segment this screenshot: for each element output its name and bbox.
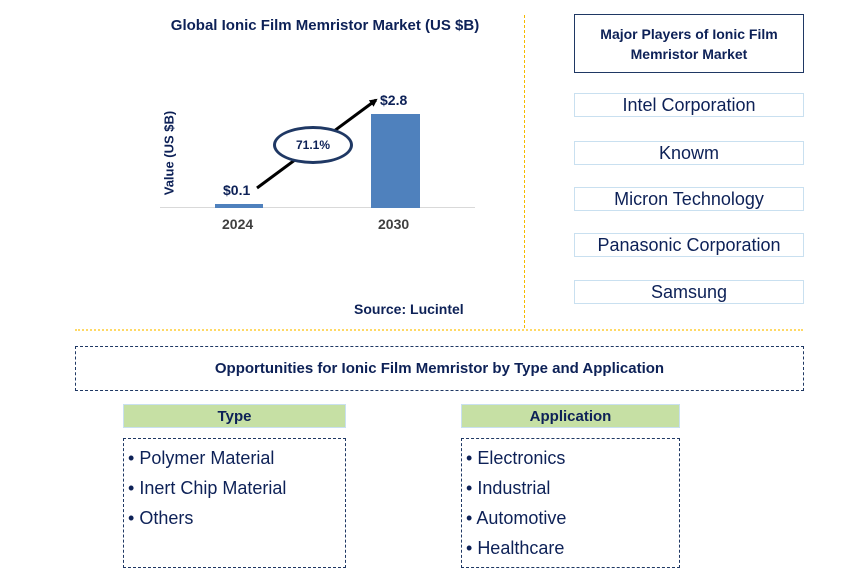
list-item: Healthcare xyxy=(466,533,679,563)
type-list: Polymer Material Inert Chip Material Oth… xyxy=(123,438,346,568)
chart-title: Global Ionic Film Memristor Market (US $… xyxy=(170,17,480,34)
type-heading: Type xyxy=(123,404,346,428)
y-axis-label-text: Value (US $B) xyxy=(161,110,177,195)
data-label-2024: $0.1 xyxy=(223,182,251,198)
cagr-badge: 71.1% xyxy=(273,126,353,164)
player-knowm: Knowm xyxy=(574,141,804,165)
list-item: Electronics xyxy=(466,443,679,473)
bar-2024 xyxy=(215,204,263,208)
source-note: Source: Lucintel xyxy=(354,301,464,317)
horizontal-divider xyxy=(75,329,803,331)
x-axis-line xyxy=(160,207,475,208)
bar-2030 xyxy=(371,114,420,208)
player-panasonic: Panasonic Corporation xyxy=(574,233,804,257)
list-item: Polymer Material xyxy=(128,443,345,473)
list-item: Others xyxy=(128,503,345,533)
list-item: Inert Chip Material xyxy=(128,473,345,503)
player-micron: Micron Technology xyxy=(574,187,804,211)
application-heading: Application xyxy=(461,404,680,428)
player-intel: Intel Corporation xyxy=(574,93,804,117)
application-list: Electronics Industrial Automotive Health… xyxy=(461,438,680,568)
players-title: Major Players of Ionic Film Memristor Ma… xyxy=(574,14,804,73)
y-axis-label: Value (US $B) xyxy=(152,95,186,210)
player-samsung: Samsung xyxy=(574,280,804,304)
data-label-2030: $2.8 xyxy=(380,92,408,108)
list-item: Industrial xyxy=(466,473,679,503)
opportunities-title: Opportunities for Ionic Film Memristor b… xyxy=(75,346,804,391)
x-tick-2030: 2030 xyxy=(378,216,410,232)
x-tick-2024: 2024 xyxy=(222,216,254,232)
list-item: Automotive xyxy=(466,503,679,533)
vertical-divider xyxy=(524,15,525,328)
